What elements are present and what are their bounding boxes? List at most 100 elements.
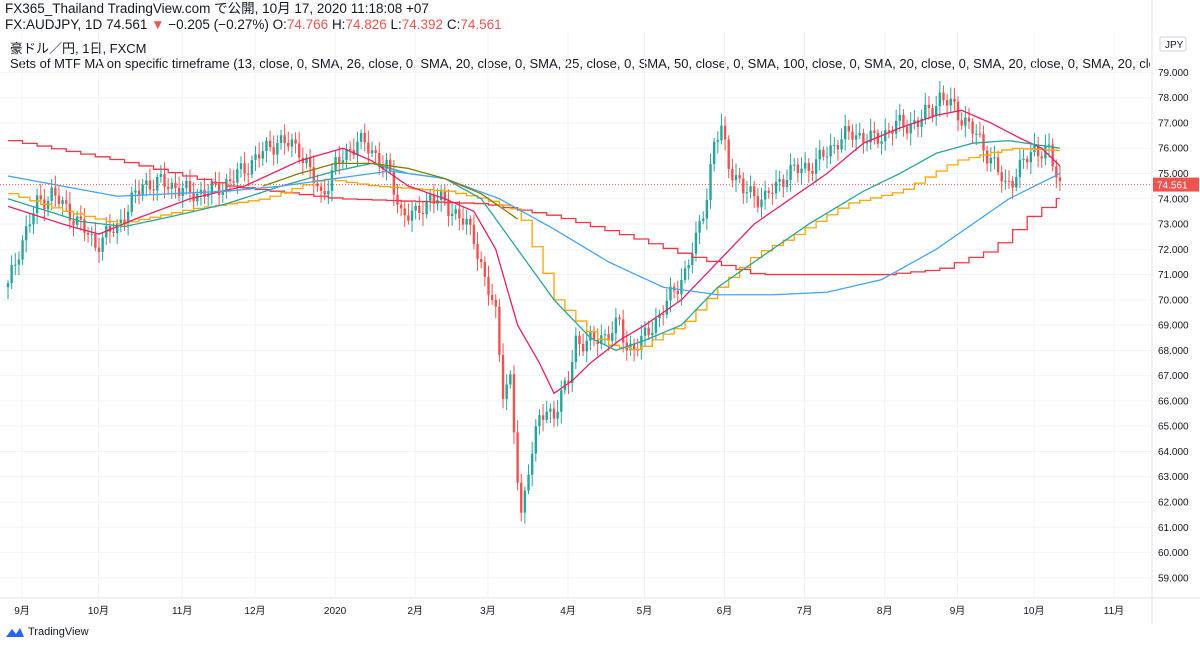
candle-body xyxy=(32,213,35,225)
candle-body xyxy=(680,280,683,295)
candle-body xyxy=(836,144,840,150)
candle-body xyxy=(279,135,283,143)
candle-body xyxy=(461,218,465,225)
candle-body xyxy=(945,100,949,106)
candle-body xyxy=(985,150,989,164)
candle-body xyxy=(643,327,647,336)
candle-body xyxy=(567,380,570,384)
candle-body xyxy=(771,192,774,194)
candle-body xyxy=(90,233,93,235)
candle-body xyxy=(1004,180,1007,182)
candle-body xyxy=(935,106,938,117)
candle-body xyxy=(396,194,399,205)
candle-body xyxy=(865,142,869,144)
low-value: 74.392 xyxy=(401,17,444,32)
candle-body xyxy=(520,482,523,513)
price-chart[interactable]: 59.000 60.000 61.000 62.000 63.000 64.000 65.0… xyxy=(0,0,1200,626)
candle-body xyxy=(844,126,847,140)
low-label: L: xyxy=(390,17,402,32)
candle-body xyxy=(338,157,341,163)
candle-body xyxy=(458,209,461,219)
candle-body xyxy=(221,190,224,196)
candle-body xyxy=(385,159,388,170)
y-tick-label: 79.000 xyxy=(1158,68,1189,79)
candle-body xyxy=(210,181,214,194)
candle-body xyxy=(487,276,490,295)
candle-body xyxy=(803,162,807,169)
candle-body xyxy=(476,243,479,260)
candle-body xyxy=(414,205,417,211)
candle-body xyxy=(312,167,315,184)
candle-body xyxy=(549,408,552,412)
candle-body xyxy=(323,190,326,195)
candle-body xyxy=(316,183,319,187)
y-tick-label: 69.000 xyxy=(1158,321,1189,332)
candle-body xyxy=(1047,144,1051,146)
candle-body xyxy=(949,98,952,106)
candle-body xyxy=(574,335,578,362)
candle-body xyxy=(931,107,934,117)
candle-body xyxy=(607,334,610,341)
candle-body xyxy=(6,283,10,288)
candle-body xyxy=(647,327,650,336)
x-tick-label: 10月 xyxy=(88,605,109,617)
candle-body xyxy=(960,120,963,126)
candle-body xyxy=(429,194,432,201)
x-tick-label: 11月 xyxy=(1104,605,1124,617)
candle-body xyxy=(137,190,141,195)
candle-body xyxy=(54,187,57,196)
candle-body xyxy=(709,163,712,201)
candle-body xyxy=(1015,177,1018,188)
candle-body xyxy=(83,219,86,233)
candle-body xyxy=(327,190,330,195)
candle-body xyxy=(367,142,370,154)
candle-body xyxy=(964,117,967,126)
candle-body xyxy=(236,169,239,183)
candle-body xyxy=(392,171,396,195)
candle-body xyxy=(538,415,541,427)
candle-body xyxy=(239,163,243,170)
candle-body xyxy=(913,120,916,124)
candle-body xyxy=(858,133,861,136)
candle-body xyxy=(894,120,898,134)
x-tick-label: 6月 xyxy=(717,605,733,617)
y-tick-label: 67.000 xyxy=(1158,371,1189,382)
candle-body xyxy=(669,286,672,301)
candle-body xyxy=(443,191,446,201)
candle-body xyxy=(1000,172,1003,182)
candle-body xyxy=(152,189,155,191)
publish-line: FX365_Thailand TradingView.com で公開, 10月 … xyxy=(5,1,429,16)
candle-body xyxy=(876,132,880,144)
candle-body xyxy=(891,131,894,134)
candle-body xyxy=(21,240,24,260)
x-tick-label: 8月 xyxy=(877,605,893,617)
candle-body xyxy=(905,126,909,134)
candle-body xyxy=(407,215,410,221)
candle-body xyxy=(811,171,814,174)
candle-body xyxy=(833,144,836,146)
candle-body xyxy=(247,173,250,175)
candle-body xyxy=(530,453,534,475)
y-tick-label: 72.000 xyxy=(1158,245,1189,256)
candle-body xyxy=(712,141,716,164)
candle-body xyxy=(403,208,406,216)
currency-badge[interactable] xyxy=(1159,36,1187,52)
candle-body xyxy=(86,232,90,235)
candle-body xyxy=(465,218,468,225)
candle-body xyxy=(898,114,901,121)
candle-body xyxy=(778,179,781,182)
candle-body xyxy=(410,210,414,221)
chart-header: FX365_Thailand TradingView.com で公開, 10月 … xyxy=(5,1,502,33)
candle-body xyxy=(276,142,279,155)
candle-body xyxy=(753,186,756,197)
candle-body xyxy=(130,192,133,212)
candle-body xyxy=(123,219,126,224)
candle-body xyxy=(159,174,163,177)
ma-line-4 xyxy=(7,139,1061,352)
indicator-label[interactable]: Sets of MTF MA on specific timeframe (13… xyxy=(10,56,1150,71)
candle-body xyxy=(490,294,494,301)
candle-body xyxy=(742,178,745,194)
candle-body xyxy=(1029,152,1033,163)
candle-body xyxy=(716,140,719,142)
candle-body xyxy=(814,159,818,174)
